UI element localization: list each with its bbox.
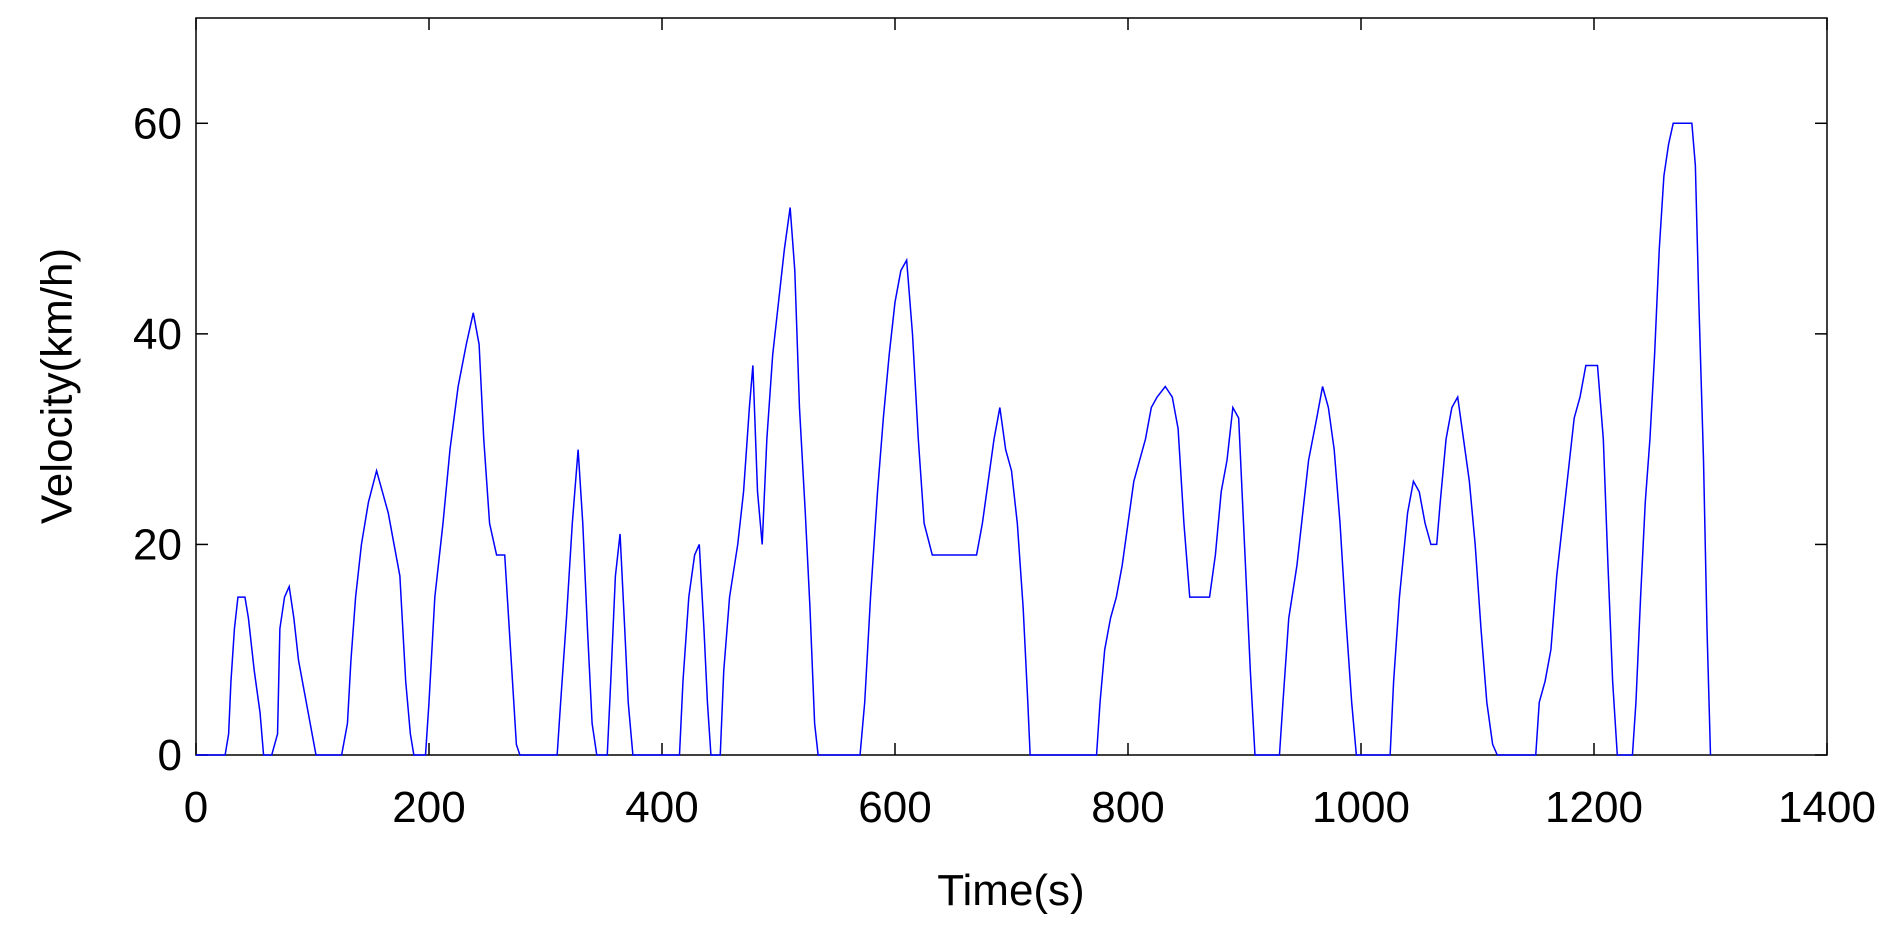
- y-tick-label: 40: [133, 310, 182, 359]
- y-tick-label: 60: [133, 99, 182, 148]
- y-tick-label: 0: [158, 731, 182, 780]
- x-tick-label: 800: [1091, 783, 1164, 832]
- x-tick-label: 1000: [1312, 783, 1410, 832]
- x-axis-label: Time(s): [937, 866, 1084, 915]
- x-tick-label: 600: [858, 783, 931, 832]
- y-axis-label: Velocity(km/h): [33, 248, 82, 524]
- plot-frame: [195, 17, 1828, 756]
- x-tick-label: 400: [625, 783, 698, 832]
- x-tick-label: 1400: [1778, 783, 1876, 832]
- y-tick-label: 20: [133, 520, 182, 569]
- x-tick-label: 0: [184, 783, 208, 832]
- x-tick-label: 1200: [1545, 783, 1643, 832]
- x-tick-label: 200: [392, 783, 465, 832]
- velocity-line: [196, 122, 1712, 756]
